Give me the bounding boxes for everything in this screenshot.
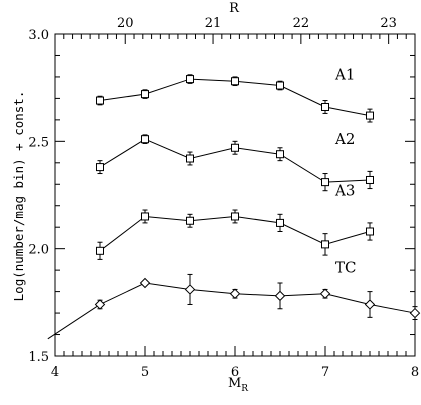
tick-labels: 4 5 6 7 8 1.5 2.0 2.5 3.0 20 21 22 23 [28, 16, 419, 380]
series-label-a1: A1 [334, 66, 355, 84]
square-marker [231, 143, 239, 152]
square-marker [141, 90, 149, 99]
y-tick-label: 3.0 [28, 28, 49, 43]
square-marker [96, 246, 104, 255]
square-marker [276, 218, 284, 227]
series-label-tc: TC [335, 258, 356, 276]
y-tick-label: 2.5 [28, 135, 49, 150]
diamond-marker [94, 299, 106, 310]
square-marker [186, 154, 194, 163]
x-tick-label: 7 [321, 365, 329, 380]
square-marker [96, 163, 104, 172]
x2-tick-label: 23 [380, 16, 397, 31]
diamond-marker [364, 299, 376, 310]
series-label-a3: A3 [334, 181, 355, 199]
series-a1: A1 [96, 66, 374, 123]
series-tc: TC [47, 258, 421, 340]
square-marker [321, 178, 329, 187]
square-marker [141, 212, 149, 221]
x-axis-title-subscript: R [241, 384, 248, 394]
diamond-marker [184, 284, 196, 295]
x-axis-title: MR [228, 376, 248, 394]
x2-tick-label: 22 [293, 16, 310, 31]
series-a3: A3 [96, 181, 374, 260]
square-marker [231, 212, 239, 221]
square-marker [186, 75, 194, 84]
diamond-marker [319, 288, 331, 299]
diamond-marker [274, 290, 286, 302]
square-marker [96, 96, 104, 105]
y-tick-label: 1.5 [28, 350, 49, 365]
y-axis-title: Log(number/mag bin) + const. [11, 91, 26, 302]
x-tick-label: 6 [231, 365, 239, 380]
data-series: A1 A2 A3 TC [47, 66, 421, 340]
square-marker [321, 240, 329, 249]
square-marker [366, 227, 374, 236]
square-marker [366, 175, 374, 184]
square-marker [231, 77, 239, 86]
x-tick-label: 4 [51, 365, 59, 380]
square-marker [321, 102, 329, 111]
x2-tick-label: 20 [117, 16, 134, 31]
diamond-marker [409, 307, 421, 319]
axis-ticks [54, 33, 416, 357]
square-marker [276, 81, 284, 90]
x-tick-label: 5 [141, 365, 149, 380]
square-marker [141, 135, 149, 144]
square-marker [366, 111, 374, 120]
top-axis-title: R [229, 1, 240, 16]
diamond-marker [139, 277, 151, 289]
series-line [47, 282, 416, 340]
series-label-a2: A2 [334, 130, 355, 148]
diamond-marker [229, 288, 241, 299]
x-tick-label: 8 [411, 365, 419, 380]
x2-tick-label: 21 [205, 16, 222, 31]
series-a2: A2 [96, 130, 374, 192]
square-marker [186, 216, 194, 225]
y-tick-label: 2.0 [28, 243, 49, 258]
square-marker [276, 150, 284, 159]
